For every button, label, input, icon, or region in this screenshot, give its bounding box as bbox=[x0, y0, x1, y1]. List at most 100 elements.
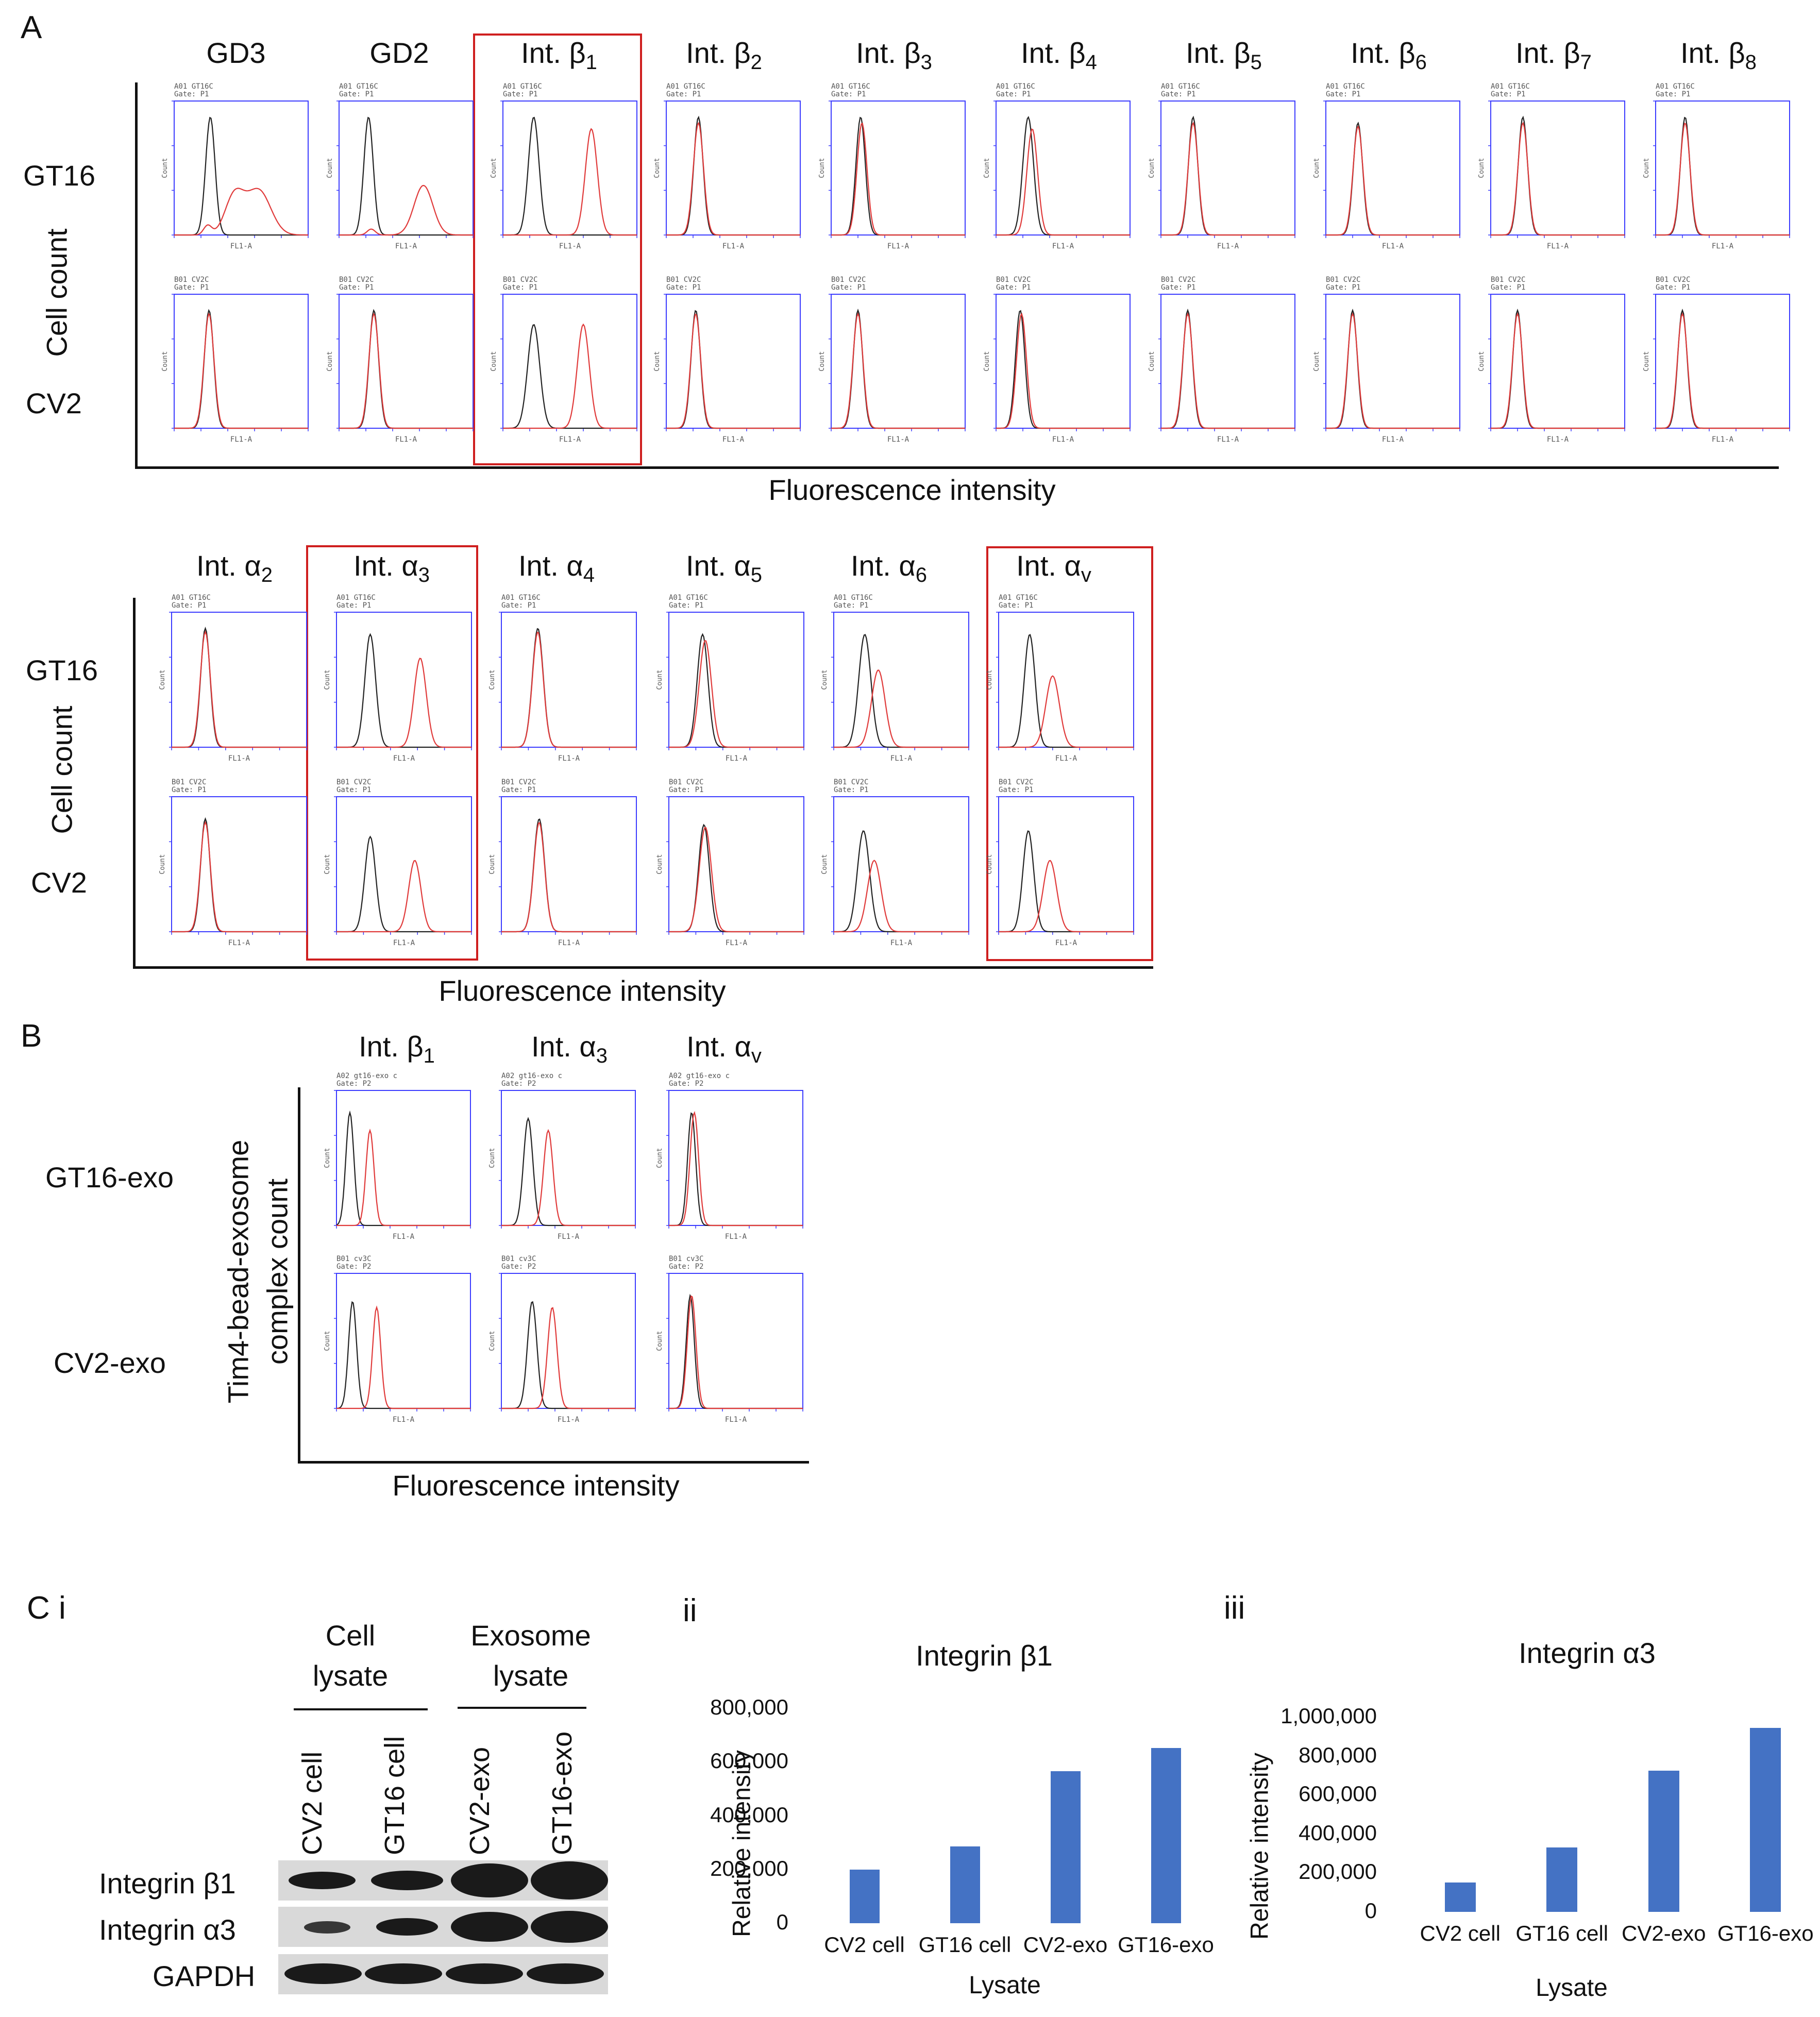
hist-b-gt16-exo-0-gate: Gate: P2 bbox=[336, 1080, 372, 1088]
hist-a-bottom-gt16-1-gate: Gate: P1 bbox=[336, 601, 372, 610]
chart-ii-ylabel: Relative intensity bbox=[728, 1750, 756, 1937]
hist-a-top-gt16-7-frame bbox=[1325, 100, 1460, 236]
hist-b-gt16-exo-0-yaxis-label: Count bbox=[324, 1148, 331, 1168]
hist-a-bottom-cv2-1: B01 CV2C Gate: P1 FL1-A Count bbox=[322, 778, 473, 947]
chart-iii-ytick-5: 0 bbox=[1364, 1898, 1377, 1923]
hist-a-bottom-gt16-5-frame bbox=[998, 612, 1134, 748]
panel-a-top-xlabel: Fluorescence intensity bbox=[768, 474, 1056, 506]
chart-ii-category-2: CV2-exo bbox=[1023, 1932, 1108, 1957]
hist-b-cv2-exo-1-curve-stained bbox=[501, 1307, 635, 1409]
hist-b-cv2-exo-1: B01 cv3C Gate: P2 FL1-A Count bbox=[487, 1255, 636, 1424]
hist-a-top-gt16-5-curve-stained bbox=[996, 128, 1130, 236]
hist-a-bottom-gt16-2-gate: Gate: P1 bbox=[501, 601, 536, 610]
hist-a-bottom-cv2-1-curve-stained bbox=[336, 860, 471, 933]
hist-a-bottom-gt16-4-curve-control bbox=[834, 634, 969, 748]
panel-a-top-title-base-7: Int. β bbox=[1351, 37, 1415, 69]
hist-a-top-cv2-7: B01 CV2C Gate: P1 FL1-A Count bbox=[1311, 276, 1461, 444]
hist-a-top-gt16-0-plot: FL1-A Count bbox=[161, 100, 309, 250]
hist-a-top-gt16-5-xaxis-label: FL1-A bbox=[1052, 242, 1074, 250]
hist-a-top-cv2-5-gate: Gate: P1 bbox=[996, 283, 1031, 292]
hist-a-bottom-gt16-2-frame bbox=[501, 612, 637, 748]
hist-a-bottom-cv2-4: B01 CV2C Gate: P1 FL1-A Count bbox=[819, 778, 970, 947]
hist-a-bottom-gt16-4: A01 GT16C Gate: P1 FL1-A Count bbox=[819, 594, 970, 763]
hist-b-cv2-exo-2-xaxis-label: FL1-A bbox=[725, 1416, 747, 1424]
wb-group-exosome-lysate: Exosome lysate bbox=[470, 1619, 591, 1692]
hist-a-top-gt16-2-frame bbox=[502, 100, 637, 236]
chart-iii-bar-2 bbox=[1648, 1770, 1679, 1912]
hist-b-gt16-exo-0-curve-control bbox=[336, 1110, 470, 1226]
hist-a-bottom-gt16-0-sample-id: A01 GT16C bbox=[172, 594, 211, 602]
hist-a-bottom-cv2-4-xaxis-label: FL1-A bbox=[890, 939, 913, 947]
hist-a-bottom-cv2-2-frame bbox=[501, 796, 637, 932]
hist-a-bottom-gt16-1-xaxis-label: FL1-A bbox=[393, 754, 415, 763]
hist-a-top-cv2-9-sample-id: B01 CV2C bbox=[1656, 276, 1691, 284]
hist-b-gt16-exo-1-gate: Gate: P2 bbox=[501, 1080, 536, 1088]
hist-a-bottom-gt16-3-curve-stained bbox=[669, 640, 804, 748]
wb-row-gapdh: GAPDH bbox=[153, 1960, 256, 1992]
hist-a-top-gt16-1-xaxis-label: FL1-A bbox=[395, 242, 417, 250]
hist-a-top-cv2-3-curve-stained bbox=[666, 313, 800, 429]
hist-a-top-gt16-0-xaxis-label: FL1-A bbox=[230, 242, 252, 250]
panel-a-top-title-sub-8: 7 bbox=[1580, 51, 1592, 74]
panel-a-top-title-sub-5: 4 bbox=[1085, 51, 1097, 74]
hist-a-top-gt16-9-xaxis-label: FL1-A bbox=[1712, 242, 1734, 250]
hist-b-cv2-exo-2-curve-stained bbox=[669, 1295, 803, 1409]
wb-group-cell-lysate: Cell lysate bbox=[312, 1619, 389, 1692]
hist-a-bottom-cv2-2: B01 CV2C Gate: P1 FL1-A Count bbox=[487, 778, 637, 947]
hist-a-bottom-gt16-1: A01 GT16C Gate: P1 FL1-A Count bbox=[322, 594, 473, 763]
hist-b-gt16-exo-1-frame bbox=[501, 1090, 636, 1226]
hist-b-cv2-exo-2-sample-id: B01 cv3C bbox=[669, 1255, 704, 1263]
panel-b-label: B bbox=[21, 1018, 42, 1054]
hist-a-bottom-cv2-0-curve-control bbox=[172, 817, 307, 933]
hist-a-top-gt16-6-sample-id: A01 GT16C bbox=[1161, 82, 1200, 91]
hist-a-top-gt16-2-gate: Gate: P1 bbox=[503, 90, 538, 98]
hist-a-bottom-gt16-3-frame bbox=[668, 612, 804, 748]
hist-a-bottom-gt16-3-yaxis-label: Count bbox=[656, 669, 664, 690]
chart-ii-ytick-2: 400,000 bbox=[710, 1802, 788, 1827]
hist-a-top-gt16-1-plot: FL1-A Count bbox=[326, 100, 474, 250]
hist-a-top-cv2-7-yaxis-label: Count bbox=[1313, 351, 1321, 371]
hist-a-top-gt16-0-yaxis-label: Count bbox=[161, 158, 169, 178]
hist-b-gt16-exo-1-curve-control bbox=[501, 1117, 635, 1226]
hist-b-gt16-exo-1-plot: FL1-A Count bbox=[488, 1090, 636, 1241]
hist-a-top-cv2-7-gate: Gate: P1 bbox=[1326, 283, 1361, 292]
panel-a-bottom-title-sub-1: 3 bbox=[418, 564, 430, 587]
hist-a-top-cv2-6: B01 CV2C Gate: P1 FL1-A Count bbox=[1147, 276, 1296, 444]
hist-b-cv2-exo-0-sample-id: B01 cv3C bbox=[336, 1255, 372, 1263]
hist-a-bottom-cv2-2-xaxis-label: FL1-A bbox=[558, 939, 580, 947]
panel-b-row-cv2-exo: CV2-exo bbox=[54, 1347, 166, 1379]
hist-a-top-gt16-8-yaxis-label: Count bbox=[1478, 158, 1486, 178]
chart-ii-bar-2 bbox=[1050, 1771, 1081, 1923]
hist-b-gt16-exo-2-frame bbox=[668, 1090, 803, 1226]
panel-a-bottom-title-base-2: Int. α bbox=[518, 549, 583, 582]
hist-a-bottom-gt16-2: A01 GT16C Gate: P1 FL1-A Count bbox=[487, 594, 637, 763]
hist-a-top-cv2-8-frame bbox=[1490, 294, 1625, 429]
hist-a-top-gt16-1: A01 GT16C Gate: P1 FL1-A Count bbox=[325, 82, 474, 250]
hist-a-bottom-cv2-3-frame bbox=[668, 796, 804, 932]
hist-a-top-cv2-8-plot: FL1-A Count bbox=[1478, 294, 1625, 444]
wb-group-exo-line bbox=[458, 1707, 586, 1709]
hist-a-top-gt16-4-yaxis-label: Count bbox=[818, 158, 826, 178]
hist-a-top-cv2-4-sample-id: B01 CV2C bbox=[831, 276, 866, 284]
chart-iii-title: Integrin α3 bbox=[1519, 1637, 1656, 1669]
hist-a-top-cv2-9-xaxis-label: FL1-A bbox=[1712, 435, 1734, 444]
hist-a-bottom-gt16-4-sample-id: A01 GT16C bbox=[834, 594, 873, 602]
hist-a-bottom-cv2-5-sample-id: B01 CV2C bbox=[999, 778, 1034, 786]
chart-iii-category-3: GT16-exo bbox=[1717, 1921, 1814, 1945]
highlight-box-int-alpha3 bbox=[306, 545, 478, 961]
hist-a-top-gt16-3-sample-id: A01 GT16C bbox=[666, 82, 705, 91]
hist-a-top-gt16-1-gate: Gate: P1 bbox=[339, 90, 374, 98]
wb-lane-gt16-cell: GT16 cell bbox=[379, 1736, 410, 1855]
panel-a-top-title-base-0: GD3 bbox=[206, 37, 266, 69]
hist-a-bottom-gt16-5-curve-control bbox=[999, 634, 1134, 748]
hist-a-top-gt16-3-curve-control bbox=[666, 115, 800, 236]
hist-a-bottom-cv2-4-gate: Gate: P1 bbox=[834, 786, 869, 794]
hist-a-top-cv2-9-curve-stained bbox=[1656, 312, 1790, 429]
hist-a-top-cv2-2: B01 CV2C Gate: P1 FL1-A Count bbox=[488, 276, 638, 444]
panel-a-top-title-base-8: Int. β bbox=[1515, 37, 1580, 69]
wb-band-a3-gt16-exo bbox=[531, 1911, 608, 1943]
hist-a-top-cv2-2-gate: Gate: P1 bbox=[503, 283, 538, 292]
hist-a-top-gt16-3-xaxis-label: FL1-A bbox=[722, 242, 745, 250]
hist-a-top-gt16-1-curve-stained bbox=[339, 184, 473, 236]
hist-a-top-gt16-0-frame bbox=[174, 100, 309, 236]
